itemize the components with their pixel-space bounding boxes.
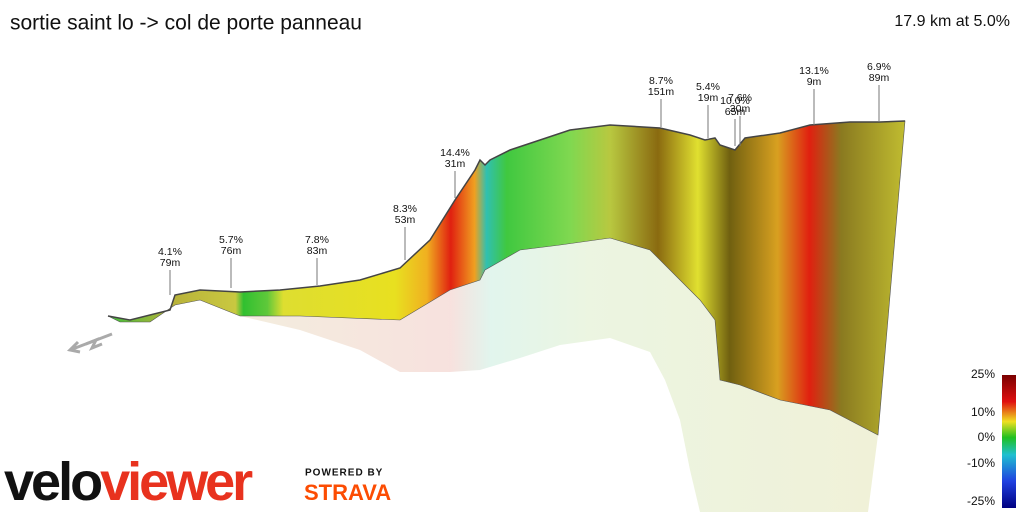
powered-by: POWERED BY [305, 468, 383, 479]
profile-ridge [107, 120, 906, 321]
length-label: 89m [869, 72, 890, 84]
grade-label: 5.4% [696, 81, 720, 93]
grade-label: 13.1% [799, 65, 829, 77]
scale-label: 10% [971, 405, 995, 419]
grade-label: 8.7% [649, 75, 673, 87]
length-label: 151m [648, 86, 675, 98]
grade-label: 6.9% [867, 61, 891, 73]
grade-label: 7.6% [728, 92, 752, 104]
logo-dark: velo [4, 452, 101, 512]
grade-label: 7.8% [305, 234, 329, 246]
logo: veloviewer [4, 452, 253, 512]
length-label: 83m [307, 245, 328, 257]
length-label: 30m [730, 103, 751, 115]
length-label: 79m [160, 257, 181, 269]
scale-label: 25% [971, 367, 995, 381]
grade-label: 4.1% [158, 246, 182, 258]
grade-label: 14.4% [440, 147, 470, 159]
scale-label: 0% [978, 430, 996, 444]
grade-label: 5.7% [219, 234, 243, 246]
strava-logo: STRAVA [304, 480, 391, 505]
length-label: 9m [807, 76, 822, 88]
scale-label: -10% [967, 456, 995, 470]
length-label: 19m [698, 92, 719, 104]
logo-red: viewer [100, 452, 253, 512]
length-label: 31m [445, 158, 466, 170]
scale-label: -25% [967, 494, 995, 508]
length-label: 76m [221, 245, 242, 257]
title: sortie saint lo -> col de porte panneau [10, 12, 362, 35]
length-label: 65m [725, 106, 746, 118]
grade-label: 10.0% [720, 95, 750, 107]
length-label: 53m [395, 214, 416, 226]
grade-label: 8.3% [393, 203, 417, 215]
terrain-shadow [175, 238, 878, 512]
compass [66, 332, 113, 354]
summary: 17.9 km at 5.0% [894, 13, 1010, 30]
grade-scale [1002, 375, 1016, 508]
